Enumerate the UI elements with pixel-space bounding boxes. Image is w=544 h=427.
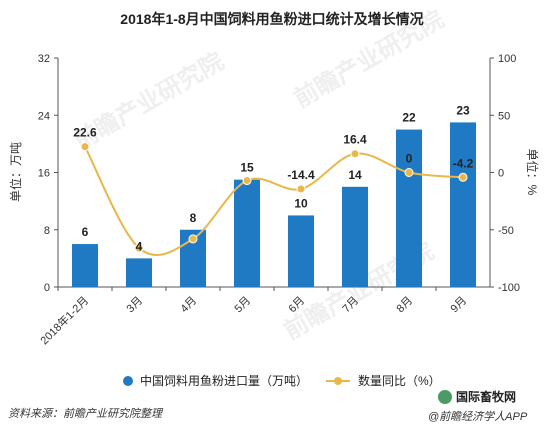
left-tick-label: 0 [44, 282, 50, 294]
line-point [188, 234, 198, 244]
bar [234, 179, 260, 287]
wechat-logo-icon [438, 390, 452, 404]
bar [288, 215, 314, 287]
x-tick-label: 8月 [395, 295, 416, 316]
bar [450, 122, 476, 287]
credit-text: 国际畜牧网 [456, 389, 516, 404]
bar [126, 258, 152, 287]
x-tick-label: 4月 [179, 295, 200, 316]
line-point [80, 142, 90, 152]
line-point [458, 172, 468, 182]
bar-data-label: 6 [82, 225, 89, 239]
line-data-label: 16.4 [343, 133, 367, 147]
x-tick-label: 5月 [233, 295, 254, 316]
legend-line-label: 数量同比（%） [358, 373, 441, 388]
line-point [242, 176, 252, 186]
line-point [404, 168, 414, 177]
bar [396, 129, 422, 287]
bar-data-label: 23 [456, 103, 470, 117]
line-data-label: -4.2 [453, 156, 474, 170]
left-axis-title: 单位：万吨 [8, 142, 23, 202]
bar-data-label: 22 [402, 111, 416, 125]
right-tick-label: -100 [498, 282, 520, 294]
line-point [350, 149, 360, 159]
x-tick-label: 2018年1-2月 [37, 293, 91, 347]
bar-data-label: 14 [348, 168, 362, 182]
left-tick-label: 16 [38, 168, 50, 180]
right-tick-label: 0 [498, 168, 504, 180]
left-tick-label: 24 [38, 110, 50, 122]
line-point [134, 243, 144, 253]
line-data-label: -14.4 [287, 168, 315, 182]
x-tick-label: 9月 [449, 295, 470, 316]
right-tick-label: -50 [498, 225, 514, 237]
bar [342, 186, 368, 287]
bar [72, 244, 98, 287]
credit-text-2: @前瞻经济学人APP [428, 410, 528, 423]
line-data-label: 22.6 [73, 126, 97, 140]
bar-data-label: 10 [294, 196, 308, 210]
chart-title: 2018年1-8月中国饲料用鱼粉进口统计及增长情况 [120, 11, 423, 27]
legend-line-dot [334, 377, 342, 385]
line-point [296, 184, 306, 194]
right-tick-label: 50 [498, 110, 510, 122]
left-tick-label: 8 [44, 225, 50, 237]
bar-data-label: 4 [136, 239, 143, 253]
bar-data-label: 8 [190, 211, 197, 225]
right-axis-title: 单位：% [525, 149, 540, 196]
bar-data-label: 15 [240, 161, 254, 175]
x-tick-label: 3月 [125, 295, 146, 316]
legend-bar-label: 中国饲料用鱼粉进口量（万吨） [140, 373, 308, 388]
line-data-label: 0 [406, 152, 413, 166]
source-note: 资料来源：前瞻产业研究院整理 [8, 407, 164, 420]
legend-bar-marker [123, 376, 133, 386]
left-tick-label: 32 [38, 53, 50, 65]
right-tick-label: 100 [498, 53, 516, 65]
